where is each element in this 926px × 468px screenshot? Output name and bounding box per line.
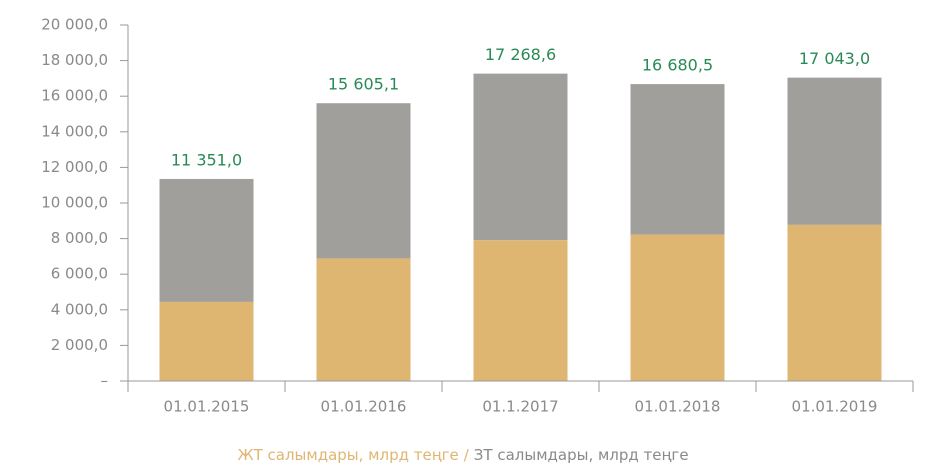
y-tick-label: 6 000,0: [51, 265, 108, 283]
legend-separator: /: [464, 446, 470, 464]
bar-segment: [316, 103, 411, 259]
bar-segment: [473, 73, 568, 241]
bar-segment: [159, 178, 254, 302]
x-tick-label: 01.1.2017: [482, 398, 558, 416]
y-tick-label: 20 000,0: [41, 16, 108, 34]
bar-segment: [159, 301, 254, 381]
bar-segment: [473, 240, 568, 381]
bar-segment: [787, 77, 882, 225]
y-tick-label: 14 000,0: [41, 122, 108, 140]
y-tick-label: 16 000,0: [41, 87, 108, 105]
legend-entry: ЗТ салымдары, млрд теңге: [474, 446, 689, 464]
y-tick-label: 18 000,0: [41, 51, 108, 69]
x-tick-label: 01.01.2018: [635, 398, 721, 416]
y-tick-label: 12 000,0: [41, 158, 108, 176]
y-tick-label: –: [101, 372, 109, 390]
total-label: 17 268,6: [485, 45, 556, 64]
total-label: 17 043,0: [799, 49, 870, 68]
x-tick-label: 01.01.2019: [792, 398, 878, 416]
bar-segment: [787, 224, 882, 381]
legend-entry: ЖТ салымдары, млрд теңге: [237, 446, 458, 464]
y-tick-label: 4 000,0: [51, 300, 108, 318]
legend: ЖТ салымдары, млрд теңге / ЗТ салымдары, м…: [237, 446, 688, 464]
y-tick-label: 10 000,0: [41, 194, 108, 212]
bar-segment: [630, 234, 725, 381]
y-tick-label: 8 000,0: [51, 229, 108, 247]
total-label: 16 680,5: [642, 56, 713, 75]
bar-segment: [316, 258, 411, 381]
y-tick-label: 2 000,0: [51, 336, 108, 354]
x-tick-label: 01.01.2016: [321, 398, 407, 416]
total-label: 15 605,1: [328, 75, 399, 94]
total-label: 11 351,0: [171, 150, 242, 169]
x-tick-label: 01.01.2015: [164, 398, 250, 416]
bar-segment: [630, 84, 725, 235]
